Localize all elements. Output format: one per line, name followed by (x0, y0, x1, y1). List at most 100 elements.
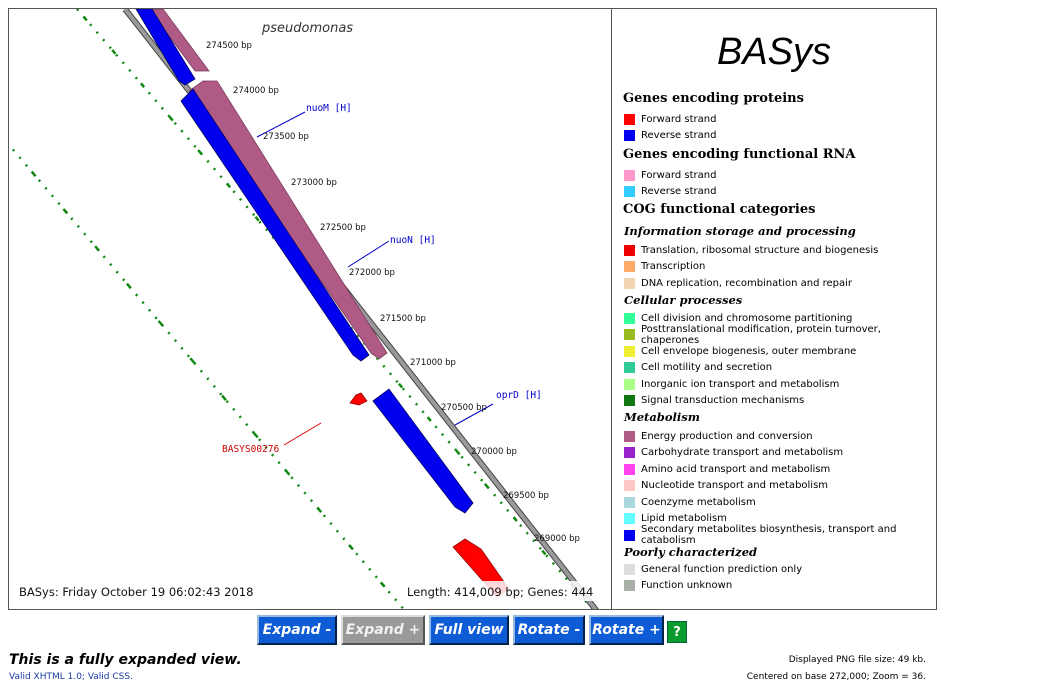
legend-item-metabolism-0: Energy production and conversion (624, 429, 813, 443)
legend-item-proteins-0: Forward strand (624, 112, 716, 126)
legend-swatch (624, 463, 635, 475)
tick-label-274500: 274500 bp (206, 41, 252, 51)
legend-swatch (624, 395, 635, 406)
legend-item-label: Signal transduction mechanisms (641, 395, 805, 406)
legend-item-proteins-1: Reverse strand (624, 129, 716, 143)
full-view-button[interactable]: Full view (429, 615, 509, 645)
outer-ruler-dots (76, 9, 590, 606)
expand-plus-button[interactable]: Expand + (341, 615, 425, 645)
legend-item-metabolism-3: Nucleotide transport and metabolism (624, 479, 828, 493)
tick-label-269000: 269000 bp (534, 534, 580, 544)
legend-panel: BASys Genes encoding proteins Forward st… (612, 8, 937, 610)
legend-item-poor-0: General function prediction only (624, 562, 802, 576)
legend-item-label: Posttranslational modification, protein … (641, 323, 881, 346)
legend-subheading-metabolism: Metabolism (624, 410, 700, 424)
legend-swatch (624, 244, 635, 256)
gene-label-basys00276[interactable]: BASYS00276 (222, 444, 279, 455)
centered-info: Centered on base 272,000; Zoom = 36. (746, 672, 926, 682)
gene-label-nuoN[interactable]: nuoN [H] (390, 235, 436, 246)
legend-swatch (624, 480, 635, 491)
inner-ruler-dashes (9, 142, 406, 609)
gene-oprD[interactable] (372, 388, 474, 514)
rotate-plus-button[interactable]: Rotate + (589, 615, 664, 645)
legend-item-metabolism-6: Secondary metabolites biosynthesis, tran… (624, 524, 936, 546)
gene-basys00276[interactable] (349, 392, 368, 406)
tick-label-270000: 270000 bp (471, 447, 517, 457)
gene-nuoM[interactable] (180, 88, 370, 362)
basys-leader-line (283, 422, 322, 446)
validity-links[interactable]: Valid XHTML 1.0; Valid CSS. (9, 672, 133, 682)
nuoM-leader-line (256, 111, 306, 138)
legend-swatch (624, 261, 635, 272)
legend-item-label: Cell envelope biogenesis, outer membrane (641, 345, 857, 357)
legend-swatch (624, 113, 635, 125)
legend-swatch (624, 496, 635, 508)
tick-label-272500: 272500 bp (320, 223, 366, 233)
legend-swatch (624, 447, 635, 458)
legend-swatch (624, 580, 635, 591)
map-summary: Length: 414,009 bp; Genes: 444 (407, 585, 593, 599)
legend-item-cellular-0: Cell division and chromosome partitionin… (624, 311, 852, 325)
tick-labels: 274500 bp 274000 bp 273500 bp 273000 bp … (206, 41, 580, 544)
legend-item-label: DNA replication, recombination and repai… (641, 277, 853, 289)
legend-item-label: Inorganic ion transport and metabolism (641, 378, 840, 390)
legend-item-cellular-5: Signal transduction mechanisms (624, 394, 804, 408)
legend-item-label: Cell division and chromosome partitionin… (641, 312, 853, 324)
nuoN-leader-line (347, 240, 390, 268)
legend-swatch (624, 513, 635, 524)
legend-swatch (624, 362, 635, 373)
legend-item-cellular-2: Cell envelope biogenesis, outer membrane (624, 344, 856, 358)
legend-item-label: Coenzyme metabolism (641, 496, 756, 508)
genome-map[interactable]: pseudomonas 274500 bp 274000 bp 273500 b… (9, 9, 612, 610)
legend-heading-proteins: Genes encoding proteins (623, 91, 804, 106)
rotate-minus-button[interactable]: Rotate - (513, 615, 585, 645)
legend-item-cellular-1: Posttranslational modification, protein … (624, 324, 936, 346)
png-size-info: Displayed PNG file size: 49 kb. (788, 655, 926, 665)
legend-item-label: Reverse strand (641, 186, 717, 197)
legend-heading-cog: COG functional categories (623, 202, 816, 217)
legend-item-label: General function prediction only (641, 563, 803, 575)
legend-swatch (624, 186, 635, 197)
legend-item-metabolism-2: Amino acid transport and metabolism (624, 462, 830, 476)
legend-subheading-poor: Poorly characterized (624, 545, 758, 559)
legend-item-info-2: DNA replication, recombination and repai… (624, 276, 852, 290)
legend-subheading-info: Information storage and processing (624, 224, 856, 238)
genome-map-panel: pseudomonas 274500 bp 274000 bp 273500 b… (8, 8, 612, 610)
gene-energy-upper[interactable] (148, 9, 210, 72)
legend-item-label: Carbohydrate transport and metabolism (641, 447, 844, 458)
legend-subheading-cellular: Cellular processes (624, 293, 743, 307)
legend-heading-rna: Genes encoding functional RNA (623, 147, 856, 162)
legend-item-label: Cell motility and secretion (641, 362, 773, 373)
legend-item-info-1: Transcription (624, 260, 705, 274)
legend-item-label: Function unknown (641, 580, 733, 591)
legend-item-label: Translation, ribosomal structure and bio… (641, 244, 879, 256)
legend-item-label: Forward strand (641, 113, 717, 125)
expanded-view-note: This is a fully expanded view. (9, 652, 242, 668)
legend-item-label: Forward strand (641, 169, 717, 181)
help-button[interactable]: ? (667, 621, 687, 643)
legend-item-metabolism-1: Carbohydrate transport and metabolism (624, 446, 843, 460)
tick-label-274000: 274000 bp (233, 86, 279, 96)
legend-swatch (624, 378, 635, 390)
gene-label-nuoM[interactable]: nuoM [H] (306, 103, 352, 114)
gene-energy-lower[interactable] (188, 80, 388, 360)
map-timestamp: BASys: Friday October 19 06:02:43 2018 (19, 585, 253, 599)
inner-ruler-dots (9, 142, 406, 609)
expand-minus-button[interactable]: Expand - (257, 615, 337, 645)
legend-swatch (624, 529, 635, 541)
legend-item-cellular-3: Cell motility and secretion (624, 361, 772, 375)
legend-item-label: Reverse strand (641, 130, 717, 141)
legend-item-info-0: Translation, ribosomal structure and bio… (624, 243, 878, 257)
legend-item-label: Lipid metabolism (641, 513, 727, 524)
legend-item-label: Amino acid transport and metabolism (641, 463, 831, 475)
legend-swatch (624, 345, 635, 357)
gene-label-oprD[interactable]: oprD [H] (496, 390, 542, 401)
tick-label-269500: 269500 bp (503, 491, 549, 501)
legend-swatch (624, 130, 635, 141)
legend-item-label: Transcription (641, 261, 706, 272)
tick-label-271000: 271000 bp (410, 358, 456, 368)
tick-label-273500: 273500 bp (263, 132, 309, 142)
gene-reverse-1[interactable] (135, 9, 196, 86)
legend-item-label: Energy production and conversion (641, 430, 813, 442)
oprD-leader-line (454, 403, 494, 426)
